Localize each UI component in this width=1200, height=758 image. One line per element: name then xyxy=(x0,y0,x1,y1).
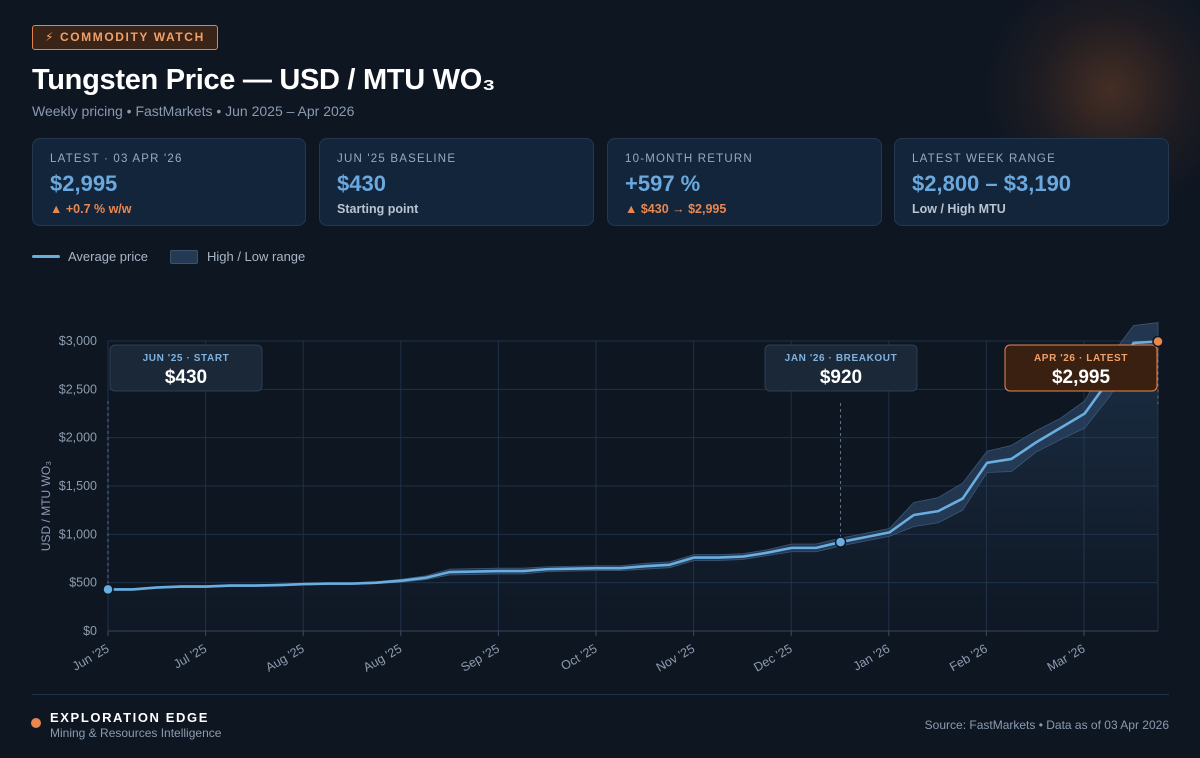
average-area-fill xyxy=(108,341,1158,631)
x-tick-label: Jul '25 xyxy=(171,641,209,671)
y-tick-label: $2,000 xyxy=(59,431,97,445)
annotation-value: $2,995 xyxy=(1052,367,1111,388)
annotation-point xyxy=(834,536,847,548)
x-tick-label: Jan '26 xyxy=(851,641,893,673)
legend-band-label: High / Low range xyxy=(206,249,306,264)
x-tick-label: Aug '25 xyxy=(263,641,306,674)
category-badge: ⚡ COMMODITY WATCH xyxy=(32,25,218,50)
stat-label: LATEST WEEK RANGE xyxy=(912,153,1056,165)
annotation-value: $920 xyxy=(820,367,862,388)
price-chart: $0 $500 $1,000 $1,500 $2,000 $2,500 $3,000 Jun … xyxy=(39,322,1164,675)
x-tick-label: Mar '26 xyxy=(1045,641,1088,674)
y-tick-label: $500 xyxy=(69,576,97,590)
y-tick-label: $1,000 xyxy=(59,527,97,541)
x-tick-label: Nov '25 xyxy=(654,641,697,674)
y-axis-label: USD / MTU WO₃ xyxy=(39,461,53,551)
y-tick-label: $1,500 xyxy=(59,479,97,493)
stat-card-range: LATEST WEEK RANGE $2,800 – $3,190 Low / … xyxy=(894,138,1169,226)
legend-band-swatch xyxy=(169,249,198,264)
y-tick-label: $3,000 xyxy=(59,334,97,348)
x-tick-label: Sep '25 xyxy=(459,641,502,674)
source-note: Source: FastMarkets • Data as of 03 Apr … xyxy=(924,718,1169,732)
annotation-label: JUN '25 · START xyxy=(143,353,230,364)
stat-value: $430 xyxy=(337,171,386,196)
annotation-label: APR '26 · LATEST xyxy=(1034,353,1128,364)
x-tick-label: Dec '25 xyxy=(751,641,794,674)
stat-value: $2,800 – $3,190 xyxy=(912,171,1072,196)
annotation-point xyxy=(1152,335,1164,348)
stat-note: Starting point xyxy=(337,202,419,216)
x-tick-label: Jun '25 xyxy=(70,641,112,673)
stat-value: $2,995 xyxy=(50,171,118,196)
x-tick-label: Aug '25 xyxy=(361,641,404,674)
brand-name: EXPLORATION EDGE xyxy=(50,710,209,725)
legend-line-label: Average price xyxy=(68,249,148,264)
stat-card-return: 10-MONTH RETURN +597 % ▲ $430 → $2,995 xyxy=(607,138,882,226)
annotation-label: JAN '26 · BREAKOUT xyxy=(785,353,898,364)
stat-label: LATEST · 03 APR '26 xyxy=(50,153,183,165)
stat-label: 10-MONTH RETURN xyxy=(625,153,753,165)
annotation-point xyxy=(102,583,114,596)
stat-change: ▲ +0.7 % w/w xyxy=(50,202,132,216)
x-tick-label: Feb '26 xyxy=(947,641,990,674)
x-tick-label: Oct '25 xyxy=(559,641,600,673)
footer-divider xyxy=(32,694,1169,695)
stat-change: ▲ $430 → $2,995 xyxy=(625,202,727,216)
brand-tagline: Mining & Resources Intelligence xyxy=(50,726,222,740)
y-tick-label: $0 xyxy=(83,624,97,638)
stat-label: JUN '25 BASELINE xyxy=(337,153,457,165)
stat-value: +597 % xyxy=(625,171,701,196)
page-subtitle: Weekly pricing • FastMarkets • Jun 2025 … xyxy=(32,103,355,119)
legend-line-swatch xyxy=(32,255,60,258)
chart-legend: Average price High / Low range xyxy=(32,249,305,264)
annotation-box xyxy=(109,344,263,392)
y-tick-label: $2,500 xyxy=(59,382,97,396)
brand-dot-icon xyxy=(31,718,41,728)
annotation-box xyxy=(764,344,918,392)
stat-card-baseline: JUN '25 BASELINE $430 Starting point xyxy=(319,138,594,226)
page-title: Tungsten Price — USD / MTU WO₃ xyxy=(32,64,496,96)
stat-note: Low / High MTU xyxy=(912,202,1006,216)
average-price-line xyxy=(106,340,1160,591)
annotation-value: $430 xyxy=(165,367,207,388)
annotation-box xyxy=(1004,344,1158,392)
stat-card-latest: LATEST · 03 APR '26 $2,995 ▲ +0.7 % w/w xyxy=(32,138,306,226)
